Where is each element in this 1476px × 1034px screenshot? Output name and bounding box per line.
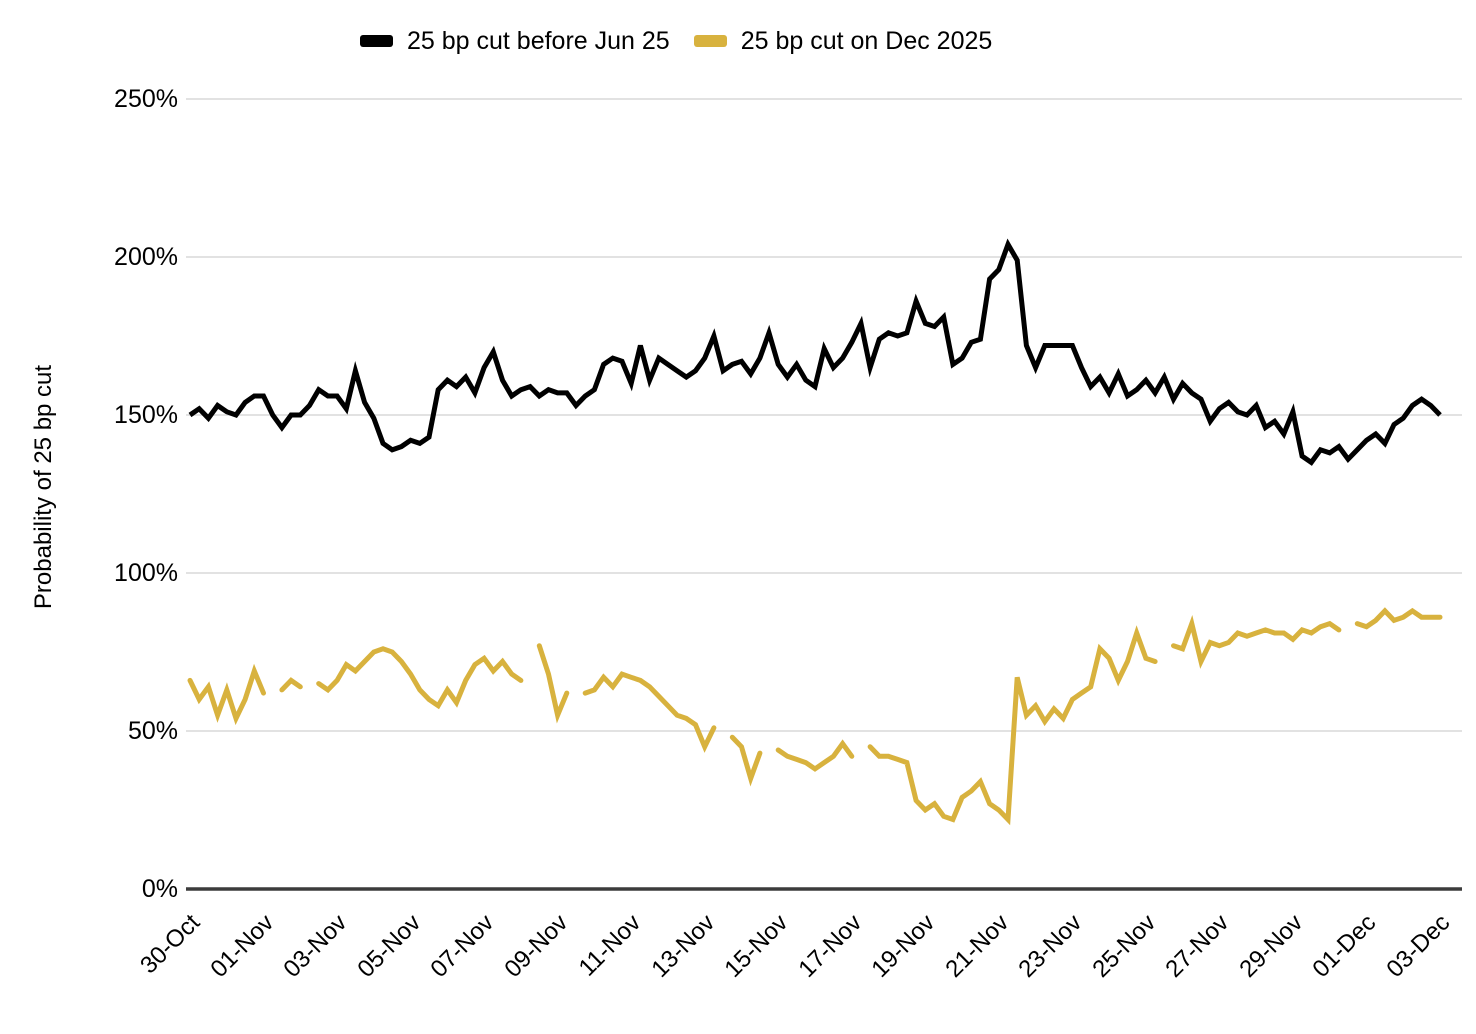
y-tick-label: 250% <box>114 85 178 113</box>
legend-swatch-gold <box>693 35 727 47</box>
y-tick-label: 100% <box>114 559 178 587</box>
legend-label-dec-2025: 25 bp cut on Dec 2025 <box>740 27 993 55</box>
y-tick-label: 200% <box>114 243 178 271</box>
legend: 25 bp cut before Jun 25 25 bp cut on Dec… <box>360 26 992 56</box>
y-tick-label: 0% <box>141 875 178 903</box>
y-tick-label: 150% <box>114 401 178 429</box>
series-line-dec-2025 <box>187 607 1443 826</box>
series-line-before-jun-25 <box>188 238 1442 466</box>
legend-label-before-jun-25: 25 bp cut before Jun 25 <box>407 27 670 55</box>
y-tick-label: 50% <box>127 717 178 745</box>
legend-swatch-black <box>360 35 393 47</box>
legend-item-before-jun-25[interactable]: 25 bp cut before Jun 25 <box>360 26 670 56</box>
legend-item-dec-2025[interactable]: 25 bp cut on Dec 2025 <box>693 26 993 56</box>
